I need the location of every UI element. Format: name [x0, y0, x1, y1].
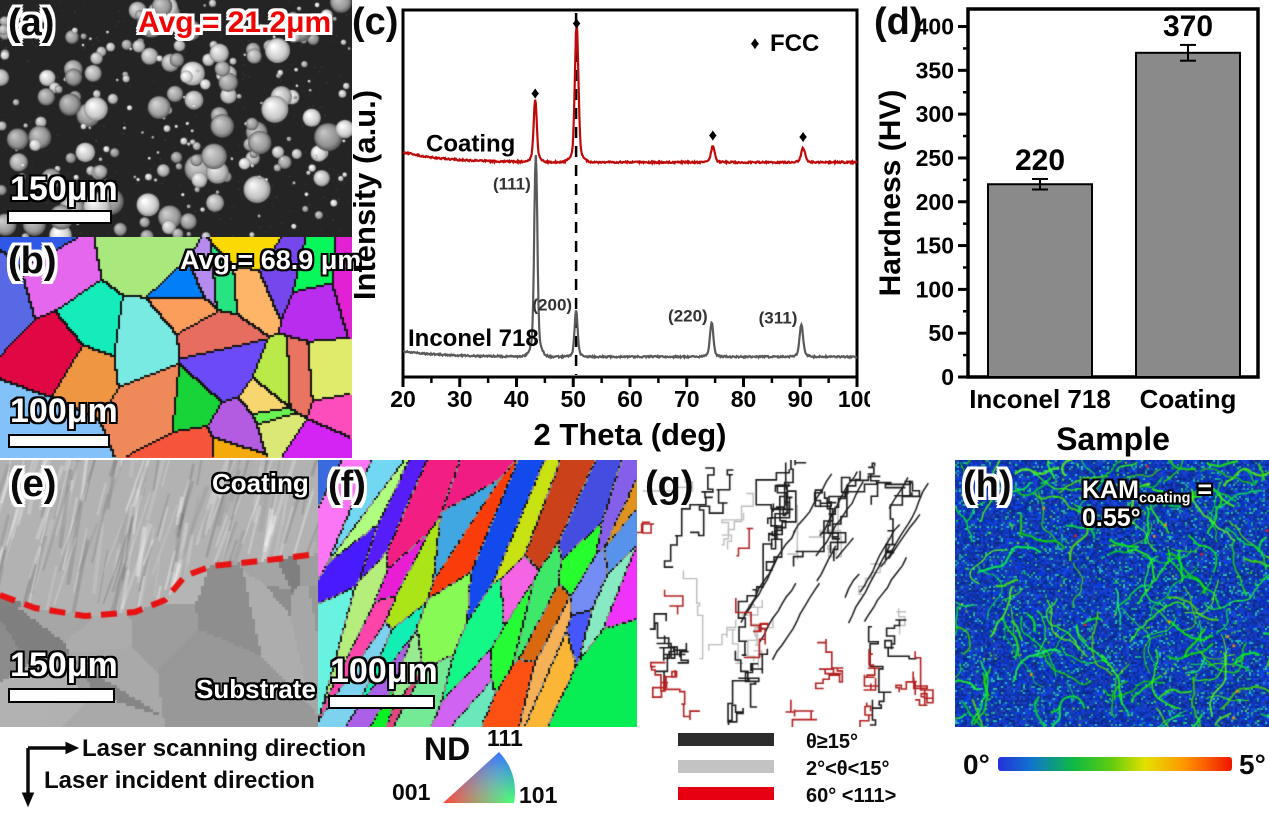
panel-e-scalebar: [8, 688, 115, 703]
panel-b-label: (b): [8, 240, 57, 282]
svg-text:(111): (111): [493, 174, 531, 193]
svg-text:50: 50: [928, 320, 954, 346]
svg-text:60: 60: [617, 386, 643, 412]
svg-text:Sample: Sample: [1056, 421, 1170, 457]
svg-text:Intensity (a.u.): Intensity (a.u.): [350, 90, 382, 300]
grain-boundary-map: [637, 460, 955, 727]
panel-g-label: (g): [645, 464, 694, 506]
svg-text:(220): (220): [668, 307, 708, 326]
svg-text:220: 220: [1015, 144, 1065, 177]
svg-text:Coating: Coating: [1140, 384, 1237, 414]
svg-text:100: 100: [838, 386, 870, 412]
panel-e-label: (e): [10, 463, 57, 505]
kam-prefix: KAM: [1082, 476, 1139, 504]
svg-text:20: 20: [390, 386, 416, 412]
svg-text:150: 150: [916, 233, 954, 259]
svg-text:40: 40: [504, 386, 530, 412]
svg-text:300: 300: [916, 101, 954, 127]
laser-scanning-direction-label: Laser scanning direction: [82, 735, 367, 762]
hardness-chart: 0 50 100 150 200 250 300 350 400 220 Inconel 718 37…: [874, 7, 1260, 457]
legend-swatch-labg: [678, 760, 774, 773]
svg-text:FCC: FCC: [770, 30, 819, 57]
panel-h-label: (h): [963, 464, 1012, 506]
colorbar-max-label: 5°: [1239, 749, 1266, 780]
panel-d-label: (d): [874, 1, 923, 43]
ebsd-map-equiaxed: [0, 237, 352, 458]
ipf-corner-111: 111: [487, 725, 523, 751]
panel-a-average-size: Avg.= 21.2μm: [138, 6, 332, 39]
panel-a-scalebar-text: 150μm: [10, 170, 118, 208]
sem-powder-image: [0, 0, 352, 237]
svg-text:2 Theta (deg): 2 Theta (deg): [534, 417, 727, 452]
svg-text:♦: ♦: [572, 14, 581, 33]
legend-label-twin: 60° <111>: [806, 785, 897, 807]
svg-text:Inconel 718: Inconel 718: [408, 325, 539, 352]
svg-text:200: 200: [916, 189, 954, 215]
panel-b-scalebar-text: 100μm: [10, 392, 118, 430]
substrate-region-label: Substrate: [196, 674, 316, 704]
legend-swatch-twin: [678, 787, 774, 800]
svg-text:Inconel 718: Inconel 718: [969, 384, 1111, 414]
kam-subscript: coating: [1138, 490, 1191, 507]
kam-map: [955, 460, 1269, 727]
svg-text:50: 50: [560, 386, 586, 412]
ipf-corner-101: 101: [519, 782, 558, 808]
kam-number: = 0.55°: [1082, 476, 1213, 532]
panel-b-average-size: Avg.= 68.9 μm: [180, 245, 362, 275]
xrd-chart: 20 30 40 50 60 70 80 90 100 2 Theta (deg) Intensit…: [350, 8, 870, 452]
svg-text:♦: ♦: [799, 127, 808, 146]
svg-text:30: 30: [447, 386, 473, 412]
panel-f-scalebar-text: 100μm: [330, 652, 438, 690]
svg-text:♦: ♦: [531, 83, 540, 102]
panel-a-scalebar: [7, 210, 112, 224]
svg-text:90: 90: [787, 386, 813, 412]
svg-text:350: 350: [916, 57, 954, 83]
sem-cross-section-image: [0, 460, 318, 727]
legend-label-labg: 2°<θ<15°: [806, 758, 890, 780]
panel-e-scalebar-text: 150μm: [10, 646, 118, 684]
legend-label-habg: θ≥15°: [806, 731, 859, 753]
ebsd-map-columnar: [318, 460, 637, 727]
laser-direction-arrows-icon: [21, 741, 80, 808]
svg-text:70: 70: [674, 386, 700, 412]
svg-text:Hardness (HV): Hardness (HV): [874, 90, 907, 297]
svg-text:80: 80: [731, 386, 757, 412]
svg-text:250: 250: [916, 145, 954, 171]
colorbar-min-label: 0°: [963, 749, 990, 780]
laser-incident-direction-label: Laser incident direction: [44, 767, 315, 794]
svg-text:(311): (311): [759, 308, 798, 327]
svg-text:0: 0: [941, 364, 954, 390]
panel-b-scalebar: [8, 434, 110, 448]
ipf-corner-001: 001: [392, 779, 431, 805]
svg-text:Coating: Coating: [426, 130, 515, 157]
kam-colorbar: [998, 757, 1232, 771]
legend-swatch-habg: [678, 733, 774, 746]
panel-a-label: (a): [8, 2, 55, 44]
svg-text:400: 400: [916, 14, 954, 40]
coating-region-label: Coating: [212, 468, 309, 498]
svg-text:♦: ♦: [709, 126, 718, 145]
panel-c-label: (c): [352, 1, 399, 43]
panel-f-label: (f): [328, 464, 366, 506]
svg-text:100: 100: [916, 276, 954, 302]
svg-text:♦: ♦: [750, 33, 759, 53]
svg-text:(200): (200): [532, 296, 572, 315]
kam-value-label: KAMcoating = 0.55°: [1082, 478, 1269, 531]
svg-text:370: 370: [1163, 10, 1213, 43]
ipf-axis-label: ND: [424, 731, 471, 767]
ipf-color-triangle: [443, 752, 515, 803]
panel-f-scalebar: [328, 695, 435, 709]
